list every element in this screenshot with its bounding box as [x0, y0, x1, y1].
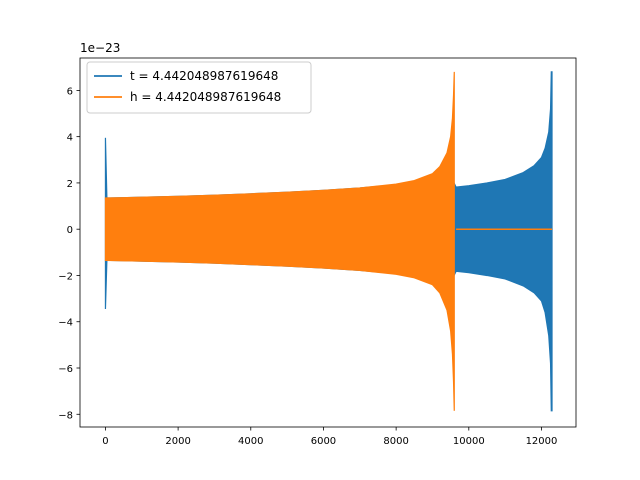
x-tick-label: 4000 [238, 436, 263, 447]
axes: 0 2000 4000 6000 8000 10000 12000 −8 −6 −4 −2 0 2 4 6 [58, 57, 577, 447]
y-tick-label: 2 [67, 179, 73, 190]
y-tick-label: −4 [58, 318, 73, 329]
x-tick-label: 6000 [311, 436, 336, 447]
x-tick-label: 0 [102, 436, 108, 447]
plot-area [104, 71, 553, 412]
y-tick-label: −2 [58, 271, 73, 282]
y-offset-label: 1e−23 [80, 41, 120, 55]
x-tick-label: 2000 [165, 436, 190, 447]
y-tick-label: 4 [67, 133, 73, 144]
x-tick-label: 12000 [526, 436, 558, 447]
legend-label: t = 4.442048987619648 [130, 69, 278, 83]
axes-frame [79, 57, 577, 428]
x-tick-label: 10000 [453, 436, 485, 447]
y-tick-label: −8 [58, 410, 73, 421]
y-tick-label: 0 [67, 225, 73, 236]
legend-label: h = 4.442048987619648 [130, 90, 281, 104]
legend: t = 4.442048987619648 h = 4.4420489876196… [86, 61, 312, 114]
y-tick-label: 6 [67, 86, 73, 97]
y-tick-label: −6 [58, 364, 73, 375]
series-1-band [104, 71, 455, 411]
x-tick-label: 8000 [383, 436, 408, 447]
legend-box [86, 61, 312, 114]
